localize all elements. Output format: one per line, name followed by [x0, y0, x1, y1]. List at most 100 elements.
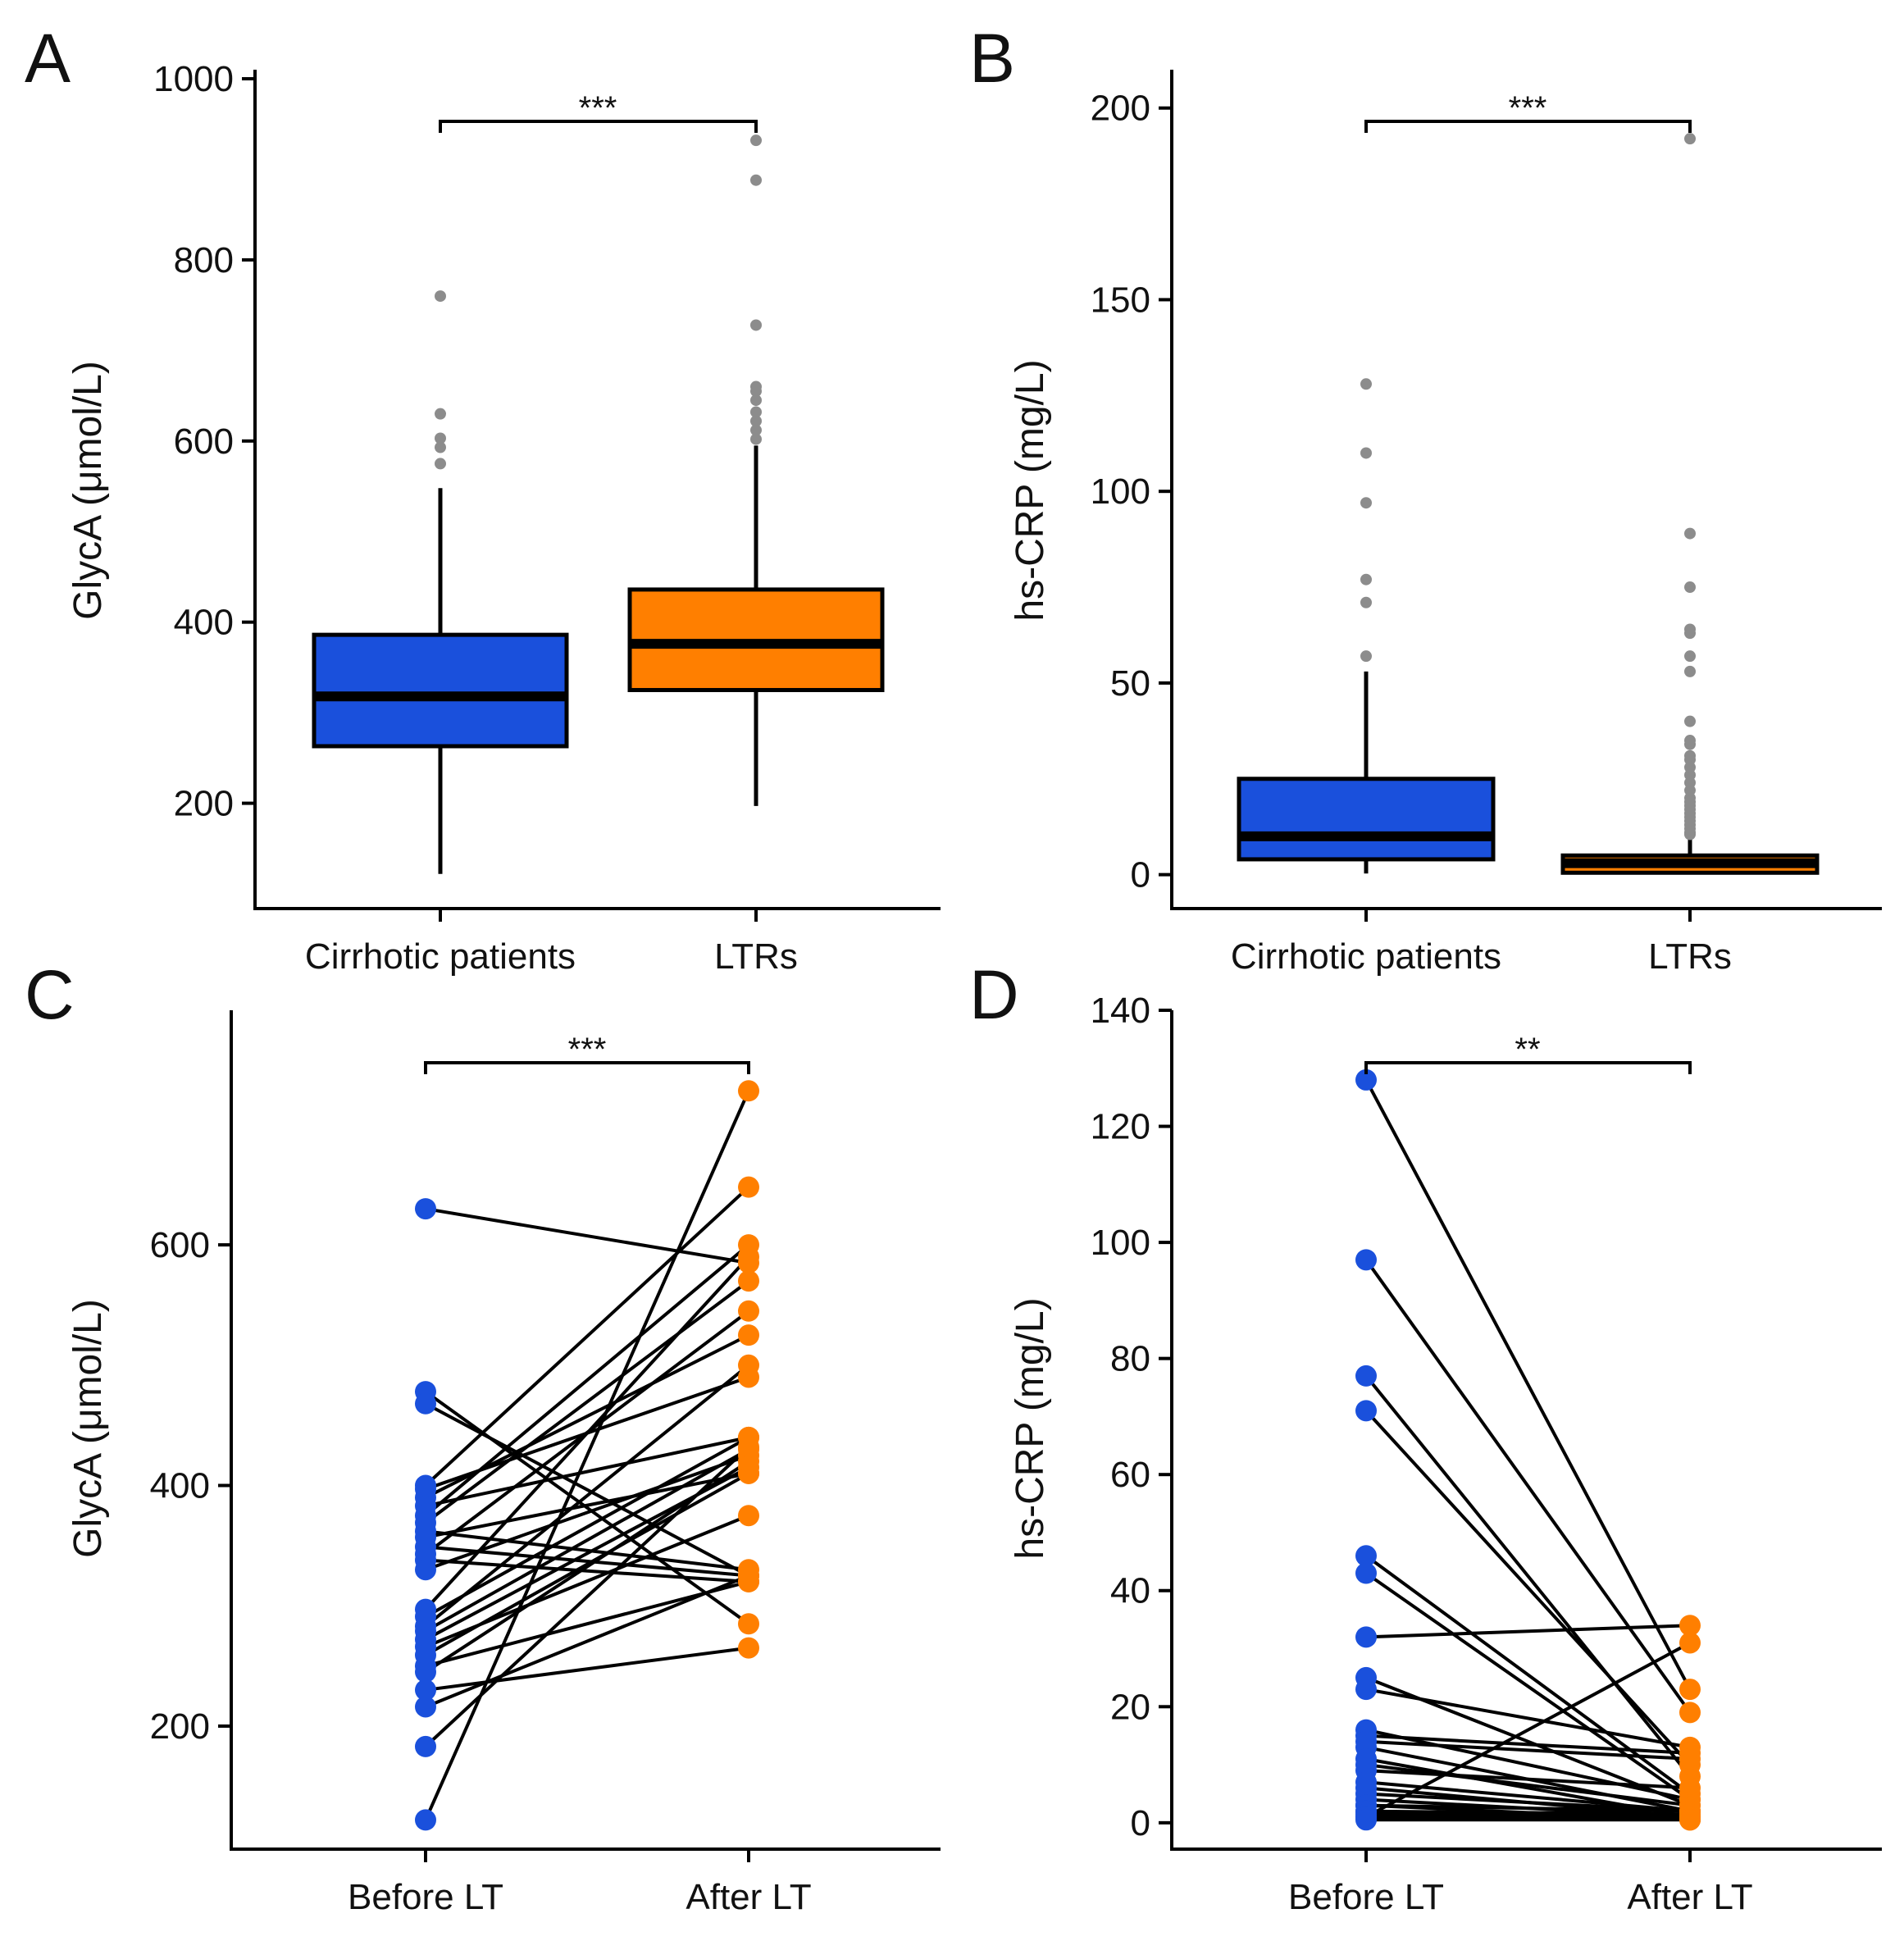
panel-c-after-point-27 [738, 1176, 759, 1198]
panel-d-before-point-2 [1355, 1365, 1377, 1387]
panel-a-ytick-label-4: 1000 [153, 59, 234, 99]
panel-b-outlier-0-5 [1360, 378, 1372, 390]
panel-d-significance-label: ** [1515, 1032, 1540, 1068]
panel-d-ytick-label-4: 80 [1110, 1339, 1150, 1379]
panel-a-outlier-0-2 [435, 432, 446, 444]
panel-a-ytick-label-1: 400 [174, 603, 234, 643]
panel-d-after-point-0 [1679, 1679, 1701, 1701]
panel-c-pair-line-20 [425, 1472, 749, 1657]
panel-d-after-point-27 [1679, 1809, 1701, 1831]
panel-d-ytick-label-2: 40 [1110, 1571, 1150, 1611]
panel-a-ylabel: GlycA (μmol/L) [66, 361, 110, 620]
panel-a-outlier-0-1 [435, 441, 446, 453]
panel-c-ytick-label-1: 400 [150, 1466, 210, 1506]
panel-a-outlier-1-0 [750, 433, 762, 445]
panel-b-outlier-0-2 [1360, 573, 1372, 585]
panel-d-pair-line-14 [1365, 1763, 1691, 1807]
panel-a-outlier-0-0 [435, 458, 446, 470]
panel-c-significance-bracket [424, 1061, 750, 1074]
panel-d-before-point-1 [1355, 1249, 1377, 1271]
panel-d-pair-line-8 [1365, 1688, 1691, 1749]
panel-c-after-point-23 [738, 1637, 759, 1659]
panel-a-outlier-0-3 [435, 408, 446, 420]
panel-d-pair-line-2 [1364, 1374, 1692, 1778]
panel-d-pair-line-3 [1364, 1409, 1692, 1766]
panel-c-ytick-label-2: 600 [150, 1225, 210, 1265]
panel-c-pair-line-7 [424, 1279, 750, 1524]
panel-d-xtick-label-0: Before LT [1288, 1877, 1444, 1917]
panel-c-before-point-2 [415, 1392, 436, 1415]
panel-b-outlier-0-1 [1360, 596, 1372, 608]
panel-a-x-ticks: Cirrhotic patients LTRs [305, 909, 798, 977]
panel-c-after-point-25 [738, 1436, 759, 1458]
panel-d-after-point-6 [1679, 1615, 1701, 1637]
panel-b-outlier-1-21 [1684, 650, 1696, 663]
panel-a-ytick-label-2: 600 [174, 421, 234, 462]
panel-d-after-point-1 [1679, 1702, 1701, 1724]
panel-d-before-point-3 [1355, 1400, 1377, 1422]
panel-d-pair-line-0 [1364, 1078, 1692, 1691]
panel-d-pair-line-9 [1365, 1728, 1691, 1802]
panel-d-marks [1355, 1068, 1701, 1831]
panel-d-pair-line-4 [1364, 1554, 1692, 1796]
panel-b-ytick-label-1: 50 [1110, 663, 1150, 704]
panel-c-pair-line-23 [425, 1646, 749, 1692]
panel-c-before-point-25 [415, 1735, 436, 1757]
panel-c-marks [415, 1080, 759, 1831]
panel-c-pair-line-1 [424, 1390, 750, 1625]
panel-a-marks [312, 134, 885, 874]
panel-c-before-point-23 [415, 1679, 436, 1701]
panel-c-pair-line-15 [425, 1436, 749, 1619]
panel-b-outlier-0-3 [1360, 497, 1372, 509]
panel-c-letter: C [25, 956, 75, 1033]
panel-c-significance-label: *** [568, 1032, 607, 1068]
panel-a-ytick-label-3: 800 [174, 240, 234, 280]
panel-d-pair-line-15 [1365, 1769, 1691, 1790]
panel-a-box-0 [312, 632, 569, 749]
panel-c-pair-line-24 [425, 1574, 749, 1709]
panel-a-outlier-1-9 [750, 134, 762, 147]
panel-c-after-point-4 [738, 1324, 759, 1346]
panel-b-xtick-label-0: Cirrhotic patients [1231, 936, 1501, 977]
panel-d-before-point-8 [1355, 1679, 1377, 1701]
panel-b: B hs-CRP (mg/L) 0 50 100 150 200 Cirrhotic p… [969, 20, 1882, 977]
panel-b-outlier-0-4 [1360, 447, 1372, 459]
panel-c-before-point-13 [415, 1559, 436, 1581]
panel-c-pair-line-9 [425, 1471, 749, 1539]
panel-d-x-ticks: Before LT After LT [1288, 1849, 1753, 1917]
panel-b-ylabel: hs-CRP (mg/L) [1009, 359, 1052, 621]
panel-a: A GlycA (μmol/L) 200 400 600 800 1000 Cirrho… [25, 20, 941, 977]
panel-c-after-point-1 [738, 1613, 759, 1635]
panel-d-ytick-label-3: 60 [1110, 1455, 1150, 1495]
panel-d-ylabel: hs-CRP (mg/L) [1009, 1297, 1052, 1559]
panel-b-outlier-1-20 [1684, 665, 1696, 677]
panel-d-pair-line-10 [1365, 1734, 1691, 1755]
panel-d-letter: D [969, 956, 1019, 1033]
panel-d-pair-line-18 [1365, 1792, 1691, 1813]
panel-a-outlier-1-2 [750, 415, 762, 427]
panel-c-pair-line-16 [424, 1364, 750, 1628]
panel-c-pair-line-2 [425, 1401, 749, 1578]
panel-b-x-ticks: Cirrhotic patients LTRs [1231, 909, 1732, 977]
panel-d-ytick-label-0: 0 [1131, 1803, 1150, 1843]
panel-d: D hs-CRP (mg/L) 0 20 40 60 80 100 120 140 Befor… [969, 956, 1882, 1917]
panel-c-before-point-22 [415, 1661, 436, 1683]
panel-c-y-ticks: 200 400 600 [150, 1225, 231, 1747]
panel-c-pair-line-17 [425, 1447, 749, 1633]
panel-b-ytick-label-4: 200 [1091, 89, 1150, 129]
panel-d-ytick-label-6: 120 [1091, 1107, 1150, 1147]
panel-d-before-point-27 [1355, 1809, 1377, 1831]
panel-a-outlier-0-4 [435, 290, 446, 303]
panel-a-outlier-1-8 [750, 174, 762, 186]
panel-b-outlier-1-16 [1684, 749, 1696, 762]
panel-c-after-point-24 [738, 1565, 759, 1587]
panel-a-significance-label: *** [579, 90, 617, 126]
panel-d-pair-line-21 [1365, 1803, 1691, 1813]
panel-d-y-ticks: 0 20 40 60 80 100 120 140 [1091, 991, 1172, 1843]
panel-c-after-point-14 [738, 1246, 759, 1268]
panel-d-after-point-11 [1679, 1747, 1701, 1770]
panel-d-ytick-label-1: 20 [1110, 1687, 1150, 1727]
panel-b-marks [1237, 133, 1820, 875]
panel-c-xtick-label-0: Before LT [348, 1877, 503, 1917]
panel-b-outlier-1-25 [1684, 527, 1696, 540]
